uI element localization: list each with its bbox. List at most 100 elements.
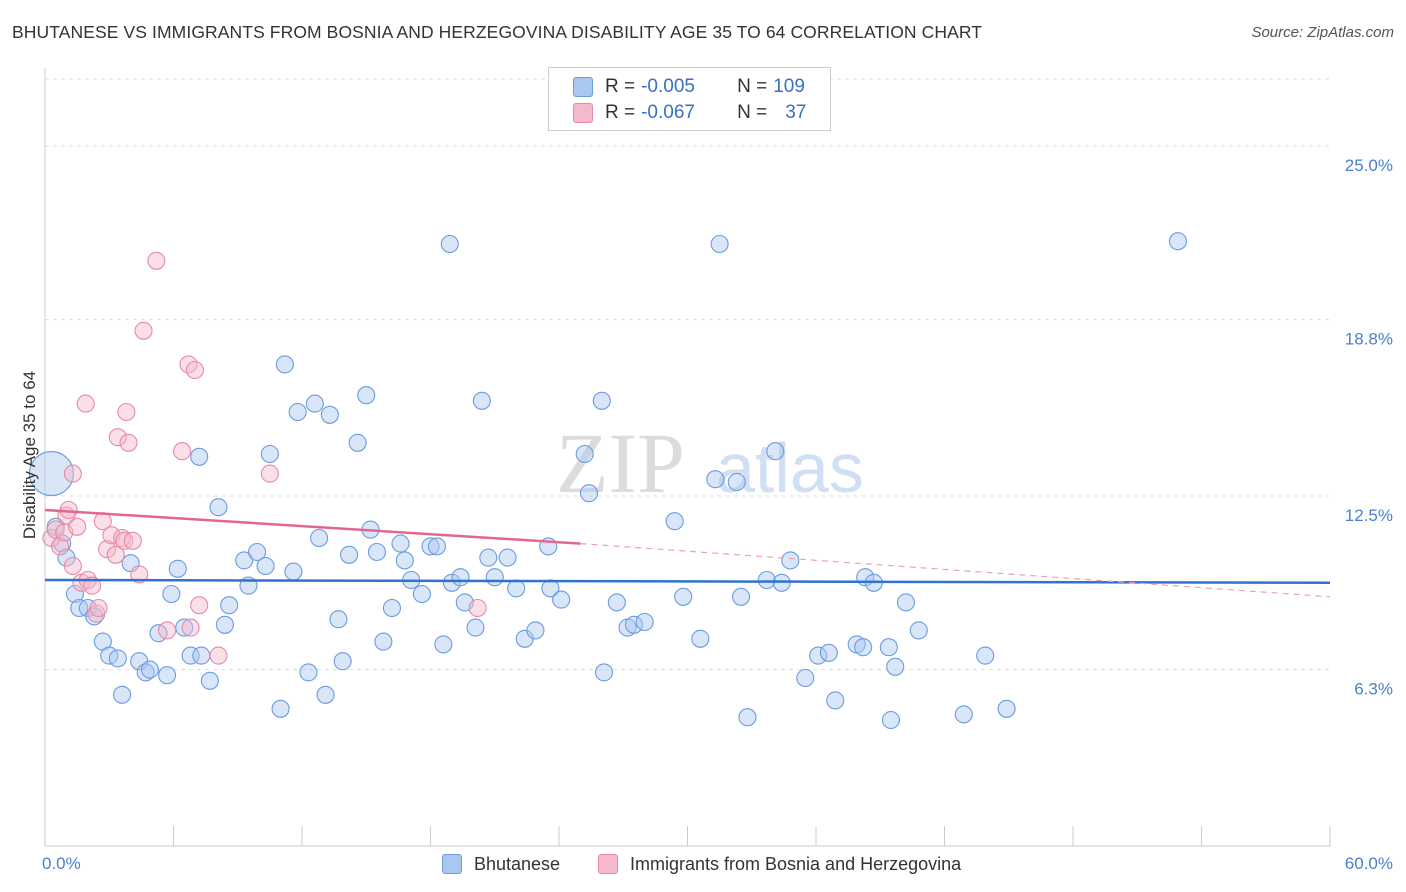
data-point bbox=[209, 498, 228, 517]
data-point bbox=[256, 556, 275, 576]
data-point bbox=[635, 612, 654, 632]
data-point bbox=[592, 391, 611, 410]
chart-source: Source: ZipAtlas.com bbox=[1251, 24, 1394, 41]
data-point bbox=[275, 355, 294, 374]
data-point bbox=[479, 548, 498, 567]
data-point bbox=[954, 705, 973, 724]
data-point bbox=[826, 691, 845, 710]
data-point bbox=[158, 666, 177, 685]
y-tick-label: 6.3% bbox=[1354, 680, 1393, 699]
y-tick-label: 18.8% bbox=[1345, 330, 1393, 349]
bottom-legend-label-bosnia: Immigrants from Bosnia and Herzegovina bbox=[630, 853, 962, 874]
data-point bbox=[140, 660, 159, 679]
bottom-legend-bosnia: Immigrants from Bosnia and Herzegovina bbox=[598, 852, 961, 876]
data-point bbox=[896, 593, 916, 612]
legend-n-label: N = bbox=[737, 102, 768, 123]
data-point bbox=[158, 621, 177, 640]
trend-line-bhutanese bbox=[44, 578, 1331, 585]
data-point bbox=[976, 646, 995, 665]
trend-line-bosnia bbox=[44, 508, 581, 545]
data-point bbox=[881, 710, 901, 730]
data-point bbox=[220, 596, 239, 615]
data-point bbox=[260, 444, 279, 464]
trend-lines bbox=[44, 508, 1331, 598]
legend-row-bhutanese: R = -0.005 N = 109 bbox=[573, 75, 805, 99]
data-point bbox=[130, 565, 149, 584]
data-point bbox=[185, 360, 204, 380]
y-tick-label: 12.5% bbox=[1345, 506, 1393, 525]
data-point bbox=[391, 534, 410, 553]
legend-n-label: N = bbox=[737, 76, 768, 97]
data-point bbox=[766, 442, 785, 461]
x-tick-labels: 0.0% 60.0% bbox=[42, 854, 1393, 873]
data-point bbox=[997, 699, 1016, 718]
data-point bbox=[706, 470, 725, 489]
data-point bbox=[68, 517, 87, 536]
data-point bbox=[63, 464, 82, 483]
data-point bbox=[108, 428, 127, 447]
data-point bbox=[879, 638, 898, 657]
data-point bbox=[796, 668, 815, 688]
data-point bbox=[451, 568, 470, 587]
legend-n-value: 37 bbox=[785, 102, 807, 123]
data-point bbox=[440, 234, 459, 254]
data-point bbox=[181, 618, 200, 637]
data-point bbox=[235, 551, 254, 570]
data-point bbox=[367, 542, 387, 562]
data-point bbox=[329, 610, 348, 629]
data-point bbox=[674, 587, 693, 606]
data-point bbox=[374, 632, 393, 651]
data-point bbox=[305, 394, 324, 413]
data-point bbox=[340, 545, 359, 564]
trend-line-bosnia-extension bbox=[580, 543, 1331, 598]
data-point bbox=[89, 598, 108, 618]
x-tick-label: 60.0% bbox=[1345, 854, 1393, 873]
data-point bbox=[134, 321, 153, 340]
data-point bbox=[190, 596, 209, 615]
data-point bbox=[173, 442, 192, 461]
legend-r-label: R = bbox=[605, 102, 636, 123]
data-point bbox=[200, 671, 219, 690]
legend-r-value: -0.067 bbox=[641, 102, 695, 123]
data-point bbox=[854, 638, 873, 657]
data-point bbox=[727, 472, 746, 492]
correlation-legend: R = -0.005 N = 109 R = -0.067 N = 37 bbox=[548, 67, 831, 131]
bottom-legend-label-bhutanese: Bhutanese bbox=[474, 853, 561, 874]
legend-r-label: R = bbox=[605, 76, 636, 97]
data-point bbox=[113, 685, 132, 704]
data-point bbox=[552, 590, 571, 609]
data-point bbox=[395, 551, 414, 570]
legend-swatch-bhutanese bbox=[573, 77, 593, 97]
data-point bbox=[181, 646, 200, 665]
data-point bbox=[192, 646, 211, 665]
data-point bbox=[28, 451, 74, 497]
bottom-legend-swatch-bosnia bbox=[598, 854, 618, 874]
data-point bbox=[412, 584, 431, 604]
x-tick-label: 0.0% bbox=[42, 854, 81, 873]
data-point bbox=[819, 643, 838, 662]
data-point bbox=[106, 545, 125, 564]
y-tick-label: 25.0% bbox=[1345, 156, 1393, 175]
data-point bbox=[607, 593, 626, 612]
watermark-atlas: atlas bbox=[716, 429, 864, 507]
data-point bbox=[310, 528, 329, 548]
data-point bbox=[147, 251, 166, 270]
data-point bbox=[175, 618, 194, 637]
data-point bbox=[162, 584, 181, 604]
bottom-legend-swatch-bhutanese bbox=[442, 854, 462, 874]
data-point bbox=[466, 618, 485, 637]
data-point bbox=[63, 556, 82, 576]
data-point bbox=[757, 570, 776, 590]
data-point bbox=[357, 386, 376, 405]
data-point bbox=[731, 587, 751, 606]
data-point bbox=[526, 621, 545, 640]
data-point bbox=[316, 685, 335, 704]
watermark-zip: ZIP bbox=[556, 415, 685, 511]
data-point bbox=[117, 402, 136, 422]
data-point bbox=[624, 615, 644, 634]
data-point bbox=[909, 621, 928, 640]
data-point bbox=[485, 568, 504, 587]
data-point bbox=[299, 663, 318, 682]
data-point bbox=[168, 559, 187, 578]
